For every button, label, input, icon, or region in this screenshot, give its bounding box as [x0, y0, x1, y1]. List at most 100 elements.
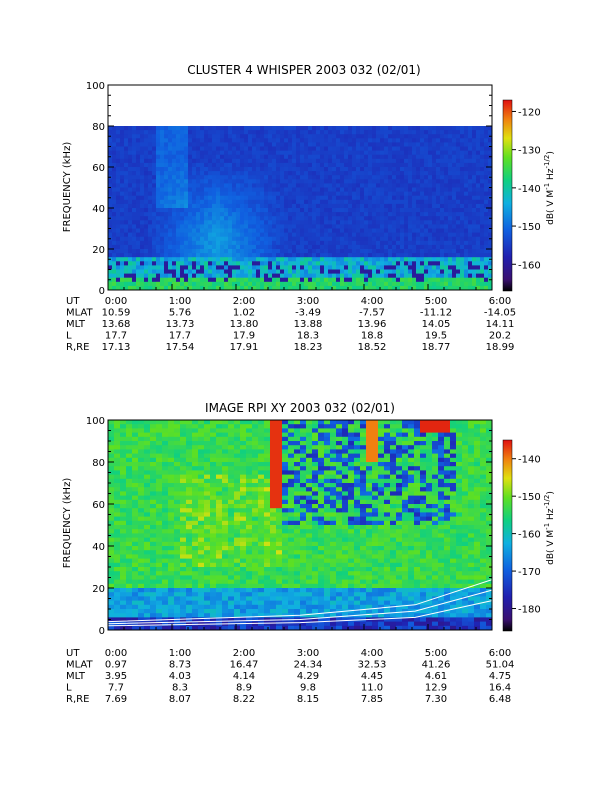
heatmap-cell — [372, 216, 377, 221]
heatmap-cell — [364, 158, 369, 164]
heatmap-cell — [156, 424, 163, 429]
heatmap-cell — [220, 179, 225, 184]
heatmap-cell — [198, 420, 205, 425]
table-cell: 3:00 — [297, 296, 319, 307]
heatmap-cell — [468, 261, 473, 266]
heatmap-cell — [124, 154, 129, 160]
heatmap-cell — [304, 277, 309, 283]
heatmap-cell — [156, 483, 163, 488]
heatmap-cell — [396, 232, 401, 238]
heatmap-cell — [268, 142, 273, 147]
heatmap-cell — [388, 212, 393, 217]
heatmap-cell — [168, 154, 173, 160]
heatmap-cell — [440, 150, 445, 156]
heatmap-cell — [212, 203, 217, 209]
heatmap-cell — [352, 154, 357, 160]
heatmap-cell — [340, 257, 345, 262]
heatmap-cell — [160, 240, 165, 246]
heatmap-cell — [392, 212, 397, 217]
heatmap-cell — [332, 277, 337, 283]
heatmap-cell — [264, 167, 269, 172]
heatmap-cell — [212, 126, 217, 131]
heatmap-cell — [150, 583, 157, 589]
heatmap-cell — [160, 142, 165, 147]
heatmap-cell — [376, 175, 381, 180]
heatmap-cell — [184, 134, 189, 139]
heatmap-cell — [168, 162, 173, 168]
heatmap-cell — [232, 179, 237, 184]
heatmap-cell — [292, 199, 297, 205]
heatmap-cell — [332, 232, 337, 238]
heatmap-cell — [132, 199, 137, 205]
heatmap-cell — [272, 261, 277, 266]
heatmap-cell — [124, 236, 129, 242]
heatmap-cell — [126, 457, 133, 463]
heatmap-cell — [360, 191, 365, 197]
heatmap-cell — [136, 138, 141, 143]
heatmap-cell — [120, 273, 125, 279]
heatmap-cell — [420, 179, 425, 184]
heatmap-cell — [222, 436, 229, 442]
heatmap-cell — [120, 529, 127, 534]
heatmap-cell — [152, 240, 157, 246]
heatmap-cell — [472, 195, 477, 201]
heatmap-cell — [140, 232, 145, 238]
heatmap-cell — [404, 208, 409, 213]
heatmap-cell — [488, 232, 493, 238]
heatmap-cell — [372, 249, 377, 254]
heatmap-cell — [164, 249, 169, 254]
heatmap-cell — [216, 179, 221, 184]
heatmap-cell — [168, 491, 175, 497]
heatmap-cell — [116, 269, 121, 275]
heatmap-cell — [138, 445, 145, 450]
heatmap-cell — [388, 158, 393, 164]
heatmap-cell — [484, 142, 489, 147]
heatmap-cell — [476, 130, 481, 135]
heatmap-cell — [256, 175, 261, 180]
heatmap-cell — [296, 249, 301, 254]
heatmap-cell — [484, 146, 489, 152]
heatmap-cell — [448, 220, 453, 225]
heatmap-cell — [468, 220, 473, 225]
heatmap-cell — [256, 228, 261, 234]
heatmap-cell — [464, 191, 469, 197]
heatmap-cell — [116, 150, 121, 156]
heatmap-cell — [216, 571, 223, 576]
heatmap-cell — [212, 269, 217, 275]
heatmap-cell — [376, 130, 381, 135]
heatmap-cell — [174, 478, 181, 484]
heatmap-cell — [364, 228, 369, 234]
heatmap-cell — [420, 146, 425, 152]
heatmap-cell — [124, 179, 129, 184]
heatmap-cell — [138, 525, 145, 530]
heatmap-cell — [156, 604, 163, 610]
heatmap-cell — [216, 269, 221, 275]
heatmap-cell — [196, 261, 201, 266]
heatmap-cell — [276, 162, 281, 168]
heatmap-cell — [162, 571, 169, 576]
heatmap-cell — [198, 504, 205, 509]
heatmap-cell — [162, 613, 169, 618]
heatmap-cell — [264, 134, 269, 139]
heatmap-cell — [228, 228, 233, 234]
heatmap-cell — [198, 449, 205, 455]
heatmap-cell — [284, 138, 289, 143]
heatmap-cell — [198, 541, 205, 547]
heatmap-cell — [472, 261, 477, 266]
heatmap-cell — [388, 265, 393, 270]
heatmap-cell — [332, 203, 337, 209]
heatmap-cell — [284, 228, 289, 234]
heatmap-cell — [144, 470, 151, 476]
heatmap-cell — [420, 232, 425, 238]
heatmap-cell — [384, 244, 389, 250]
heatmap-cell — [156, 541, 163, 547]
heatmap-cell — [180, 588, 187, 593]
heatmap-cell — [114, 441, 121, 446]
heatmap-cell — [152, 265, 157, 270]
heatmap-cell — [172, 244, 177, 250]
heatmap-cell — [222, 537, 229, 543]
heatmap-cell — [174, 613, 181, 618]
heatmap-cell — [268, 199, 273, 205]
heatmap-cell — [444, 285, 449, 291]
heatmap-cell — [284, 195, 289, 201]
